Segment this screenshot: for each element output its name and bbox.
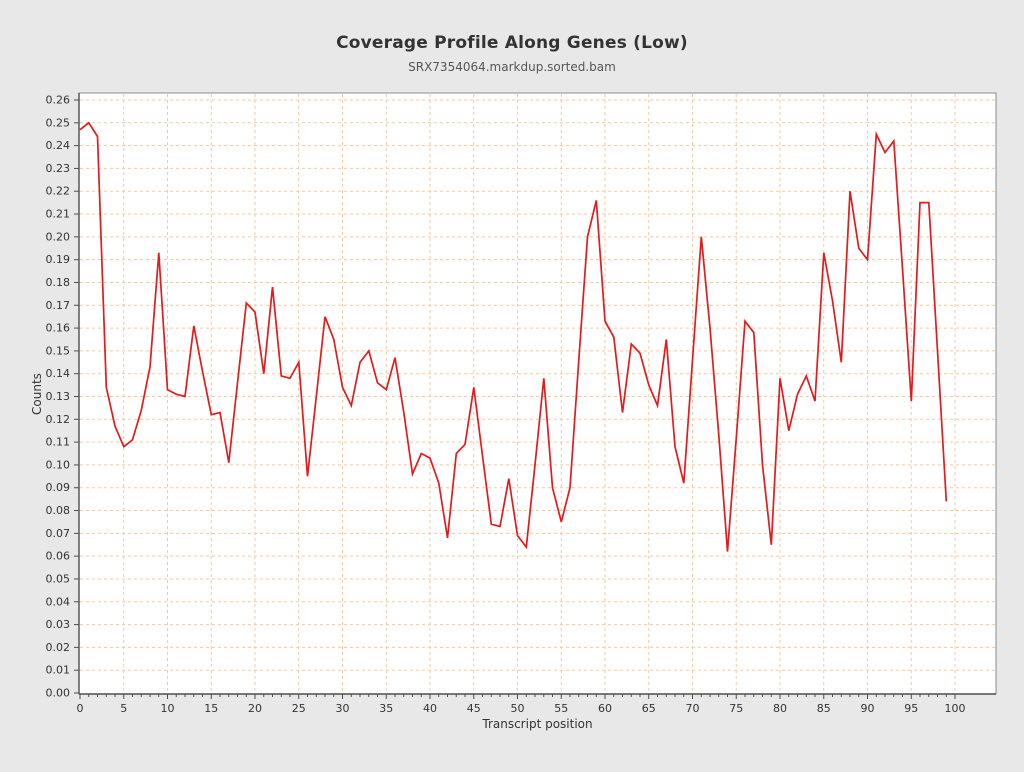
- x-axis-label: Transcript position: [482, 717, 593, 731]
- svg-text:30: 30: [336, 702, 350, 715]
- svg-text:5: 5: [120, 702, 127, 715]
- svg-text:0.16: 0.16: [46, 322, 71, 335]
- svg-text:65: 65: [642, 702, 656, 715]
- x-axis-ticks: [79, 694, 956, 699]
- svg-text:15: 15: [204, 702, 218, 715]
- svg-text:0: 0: [77, 702, 84, 715]
- svg-text:55: 55: [554, 702, 568, 715]
- svg-text:20: 20: [248, 702, 262, 715]
- svg-text:0.22: 0.22: [46, 185, 71, 198]
- svg-text:0.24: 0.24: [46, 139, 71, 152]
- svg-text:0.07: 0.07: [46, 527, 71, 540]
- svg-text:0.14: 0.14: [46, 367, 71, 380]
- svg-text:0.09: 0.09: [46, 481, 71, 494]
- svg-text:25: 25: [292, 702, 306, 715]
- svg-text:0.20: 0.20: [46, 230, 71, 243]
- svg-text:0.00: 0.00: [46, 687, 71, 700]
- y-tick-labels: 0.00 0.01 0.02 0.03 0.04 0.05 0.06 0.07 0.08 0.09…: [46, 94, 71, 700]
- svg-text:90: 90: [861, 702, 875, 715]
- svg-text:80: 80: [773, 702, 787, 715]
- svg-text:40: 40: [423, 702, 437, 715]
- svg-text:0.06: 0.06: [46, 550, 71, 563]
- svg-text:10: 10: [161, 702, 175, 715]
- svg-text:45: 45: [467, 702, 481, 715]
- svg-text:95: 95: [904, 702, 918, 715]
- svg-text:0.12: 0.12: [46, 413, 71, 426]
- svg-text:0.03: 0.03: [46, 618, 71, 631]
- svg-text:0.10: 0.10: [46, 458, 71, 471]
- svg-text:0.18: 0.18: [46, 276, 71, 289]
- svg-text:0.11: 0.11: [46, 436, 71, 449]
- series-line: [79, 121, 948, 552]
- svg-text:0.17: 0.17: [46, 299, 71, 312]
- svg-text:75: 75: [729, 702, 743, 715]
- svg-text:0.05: 0.05: [46, 572, 71, 585]
- svg-text:0.13: 0.13: [46, 390, 71, 403]
- svg-text:70: 70: [686, 702, 700, 715]
- svg-text:0.02: 0.02: [46, 641, 71, 654]
- plot-area: [79, 93, 996, 694]
- svg-text:50: 50: [511, 702, 525, 715]
- svg-text:0.23: 0.23: [46, 162, 71, 175]
- y-axis-label: Counts: [30, 373, 44, 415]
- svg-text:0.04: 0.04: [46, 595, 71, 608]
- svg-text:0.26: 0.26: [46, 94, 71, 107]
- chart-subtitle: SRX7354064.markdup.sorted.bam: [408, 60, 616, 74]
- y-axis-ticks: [74, 99, 79, 694]
- svg-text:0.19: 0.19: [46, 253, 71, 266]
- svg-text:0.08: 0.08: [46, 504, 71, 517]
- svg-text:60: 60: [598, 702, 612, 715]
- x-tick-labels: 0 5 10 15 20 25 30 35 40 45 50 55 60 65 70 75 80 85 90 95 10…: [77, 702, 966, 715]
- svg-text:100: 100: [945, 702, 966, 715]
- svg-text:0.01: 0.01: [46, 664, 71, 677]
- chart-title: Coverage Profile Along Genes (Low): [336, 33, 688, 53]
- svg-text:0.15: 0.15: [46, 344, 71, 357]
- svg-text:35: 35: [379, 702, 393, 715]
- svg-text:85: 85: [817, 702, 831, 715]
- svg-text:0.25: 0.25: [46, 116, 71, 129]
- svg-text:0.21: 0.21: [46, 208, 71, 221]
